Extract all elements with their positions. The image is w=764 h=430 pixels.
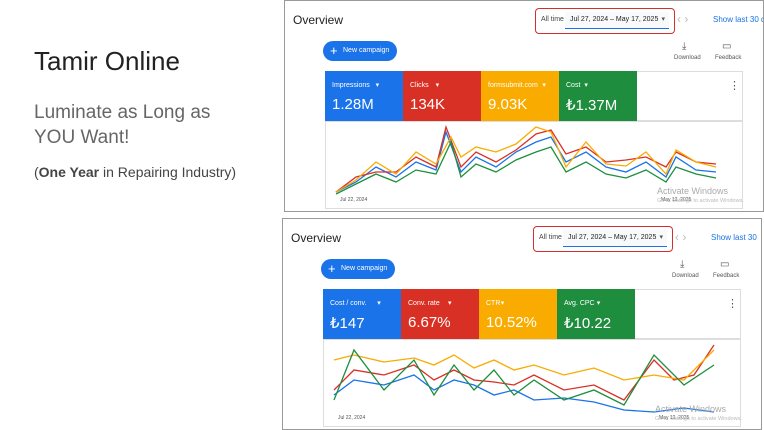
button-label: New campaign bbox=[341, 265, 388, 272]
metric-name: Conv. rate bbox=[408, 300, 440, 307]
subtitle-line: Luminate as Long as bbox=[34, 102, 211, 123]
note-text: in Repairing Industry) bbox=[99, 164, 237, 180]
metric-caret: ▾ bbox=[596, 300, 601, 307]
note-bold: One Year bbox=[38, 164, 100, 180]
feedback-label[interactable]: Feedback bbox=[713, 273, 740, 279]
metric-empty bbox=[637, 71, 743, 121]
feedback-label[interactable]: Feedback bbox=[715, 55, 742, 61]
metric-card[interactable]: Cost ▾ ₺1.37M bbox=[559, 71, 637, 121]
chart-area: Jul 22, 2024 May 12, 2025 bbox=[325, 121, 743, 209]
metric-card[interactable]: formsubmit.com ▾ 9.03K bbox=[481, 71, 559, 121]
new-campaign-button[interactable]: + New campaign bbox=[323, 41, 397, 61]
date-range: Jul 27, 2024 – May 17, 2025 bbox=[568, 234, 657, 241]
metric-card[interactable]: Conv. rate ▾ 6.67% bbox=[401, 289, 479, 339]
metric-caret: ▾ bbox=[500, 300, 505, 307]
metric-value: ₺10.22 bbox=[564, 315, 612, 332]
x-end: May 12, 2025 bbox=[661, 197, 692, 203]
x-start: Jul 22, 2024 bbox=[338, 415, 366, 421]
overview-panel: Overview All time Jul 27, 2024 – May 17, 2… bbox=[282, 218, 762, 430]
new-campaign-button[interactable]: + New campaign bbox=[321, 259, 395, 279]
feedback-icon: ▭ bbox=[722, 41, 732, 52]
metric-caret: ▾ bbox=[375, 82, 380, 89]
date-highlight bbox=[533, 226, 673, 252]
metric-value: 1.28M bbox=[332, 96, 374, 113]
more-icon: ⋮ bbox=[727, 298, 738, 310]
x-start: Jul 22, 2024 bbox=[340, 197, 368, 203]
button-label: New campaign bbox=[343, 47, 390, 54]
watermark: Activate Windows bbox=[657, 186, 729, 196]
metric-value: ₺1.37M bbox=[566, 97, 618, 114]
chart-area: Jul 22, 2024 May 12, 2025 bbox=[323, 339, 741, 427]
subtitle: Luminate as Long as YOU Want! bbox=[34, 100, 210, 150]
panel-title: Overview bbox=[291, 231, 342, 245]
metric-name: formsubmit.com bbox=[488, 82, 538, 89]
trend-line bbox=[333, 344, 715, 401]
date-dropdown[interactable]: Jul 27, 2024 – May 17, 2025 ▾ bbox=[565, 12, 669, 29]
metric-value: 9.03K bbox=[488, 96, 528, 113]
metric-empty bbox=[635, 289, 741, 339]
download-icon: ⤓ bbox=[680, 259, 685, 270]
download-label[interactable]: Download bbox=[674, 55, 701, 61]
metric-name: Cost bbox=[566, 82, 581, 89]
range-label: All time bbox=[541, 16, 564, 23]
metric-name: Cost / conv. bbox=[330, 300, 367, 307]
metric-value: 134K bbox=[410, 96, 446, 113]
metric-name: CTR bbox=[486, 300, 501, 307]
note-text: ( bbox=[34, 164, 39, 180]
metric-card[interactable]: CTR ▾ 10.52% bbox=[479, 289, 557, 339]
trend-line bbox=[335, 126, 717, 193]
trend-chart bbox=[333, 344, 715, 413]
watermark-sub: Go to Settings to activate Windows. bbox=[657, 198, 744, 204]
slide-title: Tamir Online bbox=[34, 46, 180, 76]
metric-caret: ▾ bbox=[448, 300, 452, 307]
metric-value: 10.52% bbox=[486, 314, 537, 331]
subtitle-line: YOU Want! bbox=[34, 127, 130, 148]
watermark-sub: Go to Settings to activate Windows. bbox=[655, 416, 742, 422]
nav-arrows: ‹ › bbox=[675, 230, 687, 244]
watermark: Activate Windows bbox=[655, 404, 727, 414]
feedback-icon: ▭ bbox=[720, 259, 730, 270]
metric-value: ₺147 bbox=[330, 315, 365, 332]
metric-name: Clicks bbox=[410, 82, 429, 89]
download-icon: ⤓ bbox=[682, 41, 687, 52]
download-label[interactable]: Download bbox=[672, 273, 699, 279]
range-label: All time bbox=[539, 234, 562, 241]
dropdown-arrow: ▾ bbox=[659, 234, 663, 241]
x-end: May 12, 2025 bbox=[659, 415, 690, 421]
plus-icon: + bbox=[330, 43, 338, 58]
trend-line bbox=[333, 374, 715, 413]
note: (One Year in Repairing Industry) bbox=[34, 164, 236, 180]
show-last[interactable]: Show last 30 bbox=[711, 233, 757, 242]
metric-card[interactable]: Cost / conv. ▾ ₺147 bbox=[323, 289, 401, 339]
metric-caret: ▾ bbox=[584, 82, 588, 89]
date-highlight bbox=[535, 8, 675, 34]
metric-value: 6.67% bbox=[408, 314, 451, 331]
more-icon: ⋮ bbox=[729, 80, 740, 92]
trend-line bbox=[335, 140, 717, 195]
metric-name: Impressions bbox=[332, 82, 370, 89]
metric-name: Avg. CPC bbox=[564, 300, 595, 307]
overview-panel: Overview All time Jul 27, 2024 – May 17, 2… bbox=[284, 0, 764, 212]
plus-icon: + bbox=[328, 261, 336, 276]
trend-line bbox=[333, 349, 715, 381]
panel-title: Overview bbox=[293, 13, 344, 27]
trend-line bbox=[335, 124, 717, 193]
metric-card[interactable]: Impressions ▾ 1.28M bbox=[325, 71, 403, 121]
metric-card[interactable]: Avg. CPC ▾ ₺10.22 bbox=[557, 289, 635, 339]
metric-caret: ▾ bbox=[377, 300, 381, 307]
trend-chart bbox=[335, 124, 717, 195]
nav-arrows: ‹ › bbox=[677, 12, 689, 26]
trend-line bbox=[335, 129, 717, 193]
dropdown-arrow: ▾ bbox=[661, 16, 665, 23]
date-range: Jul 27, 2024 – May 17, 2025 bbox=[570, 16, 659, 23]
metric-caret: ▾ bbox=[542, 82, 546, 89]
trend-line bbox=[333, 348, 715, 406]
date-dropdown[interactable]: Jul 27, 2024 – May 17, 2025 ▾ bbox=[563, 230, 667, 247]
metric-card[interactable]: Clicks ▾ 134K bbox=[403, 71, 481, 121]
metric-caret: ▾ bbox=[435, 82, 440, 89]
show-last[interactable]: Show last 30 day bbox=[713, 15, 763, 24]
